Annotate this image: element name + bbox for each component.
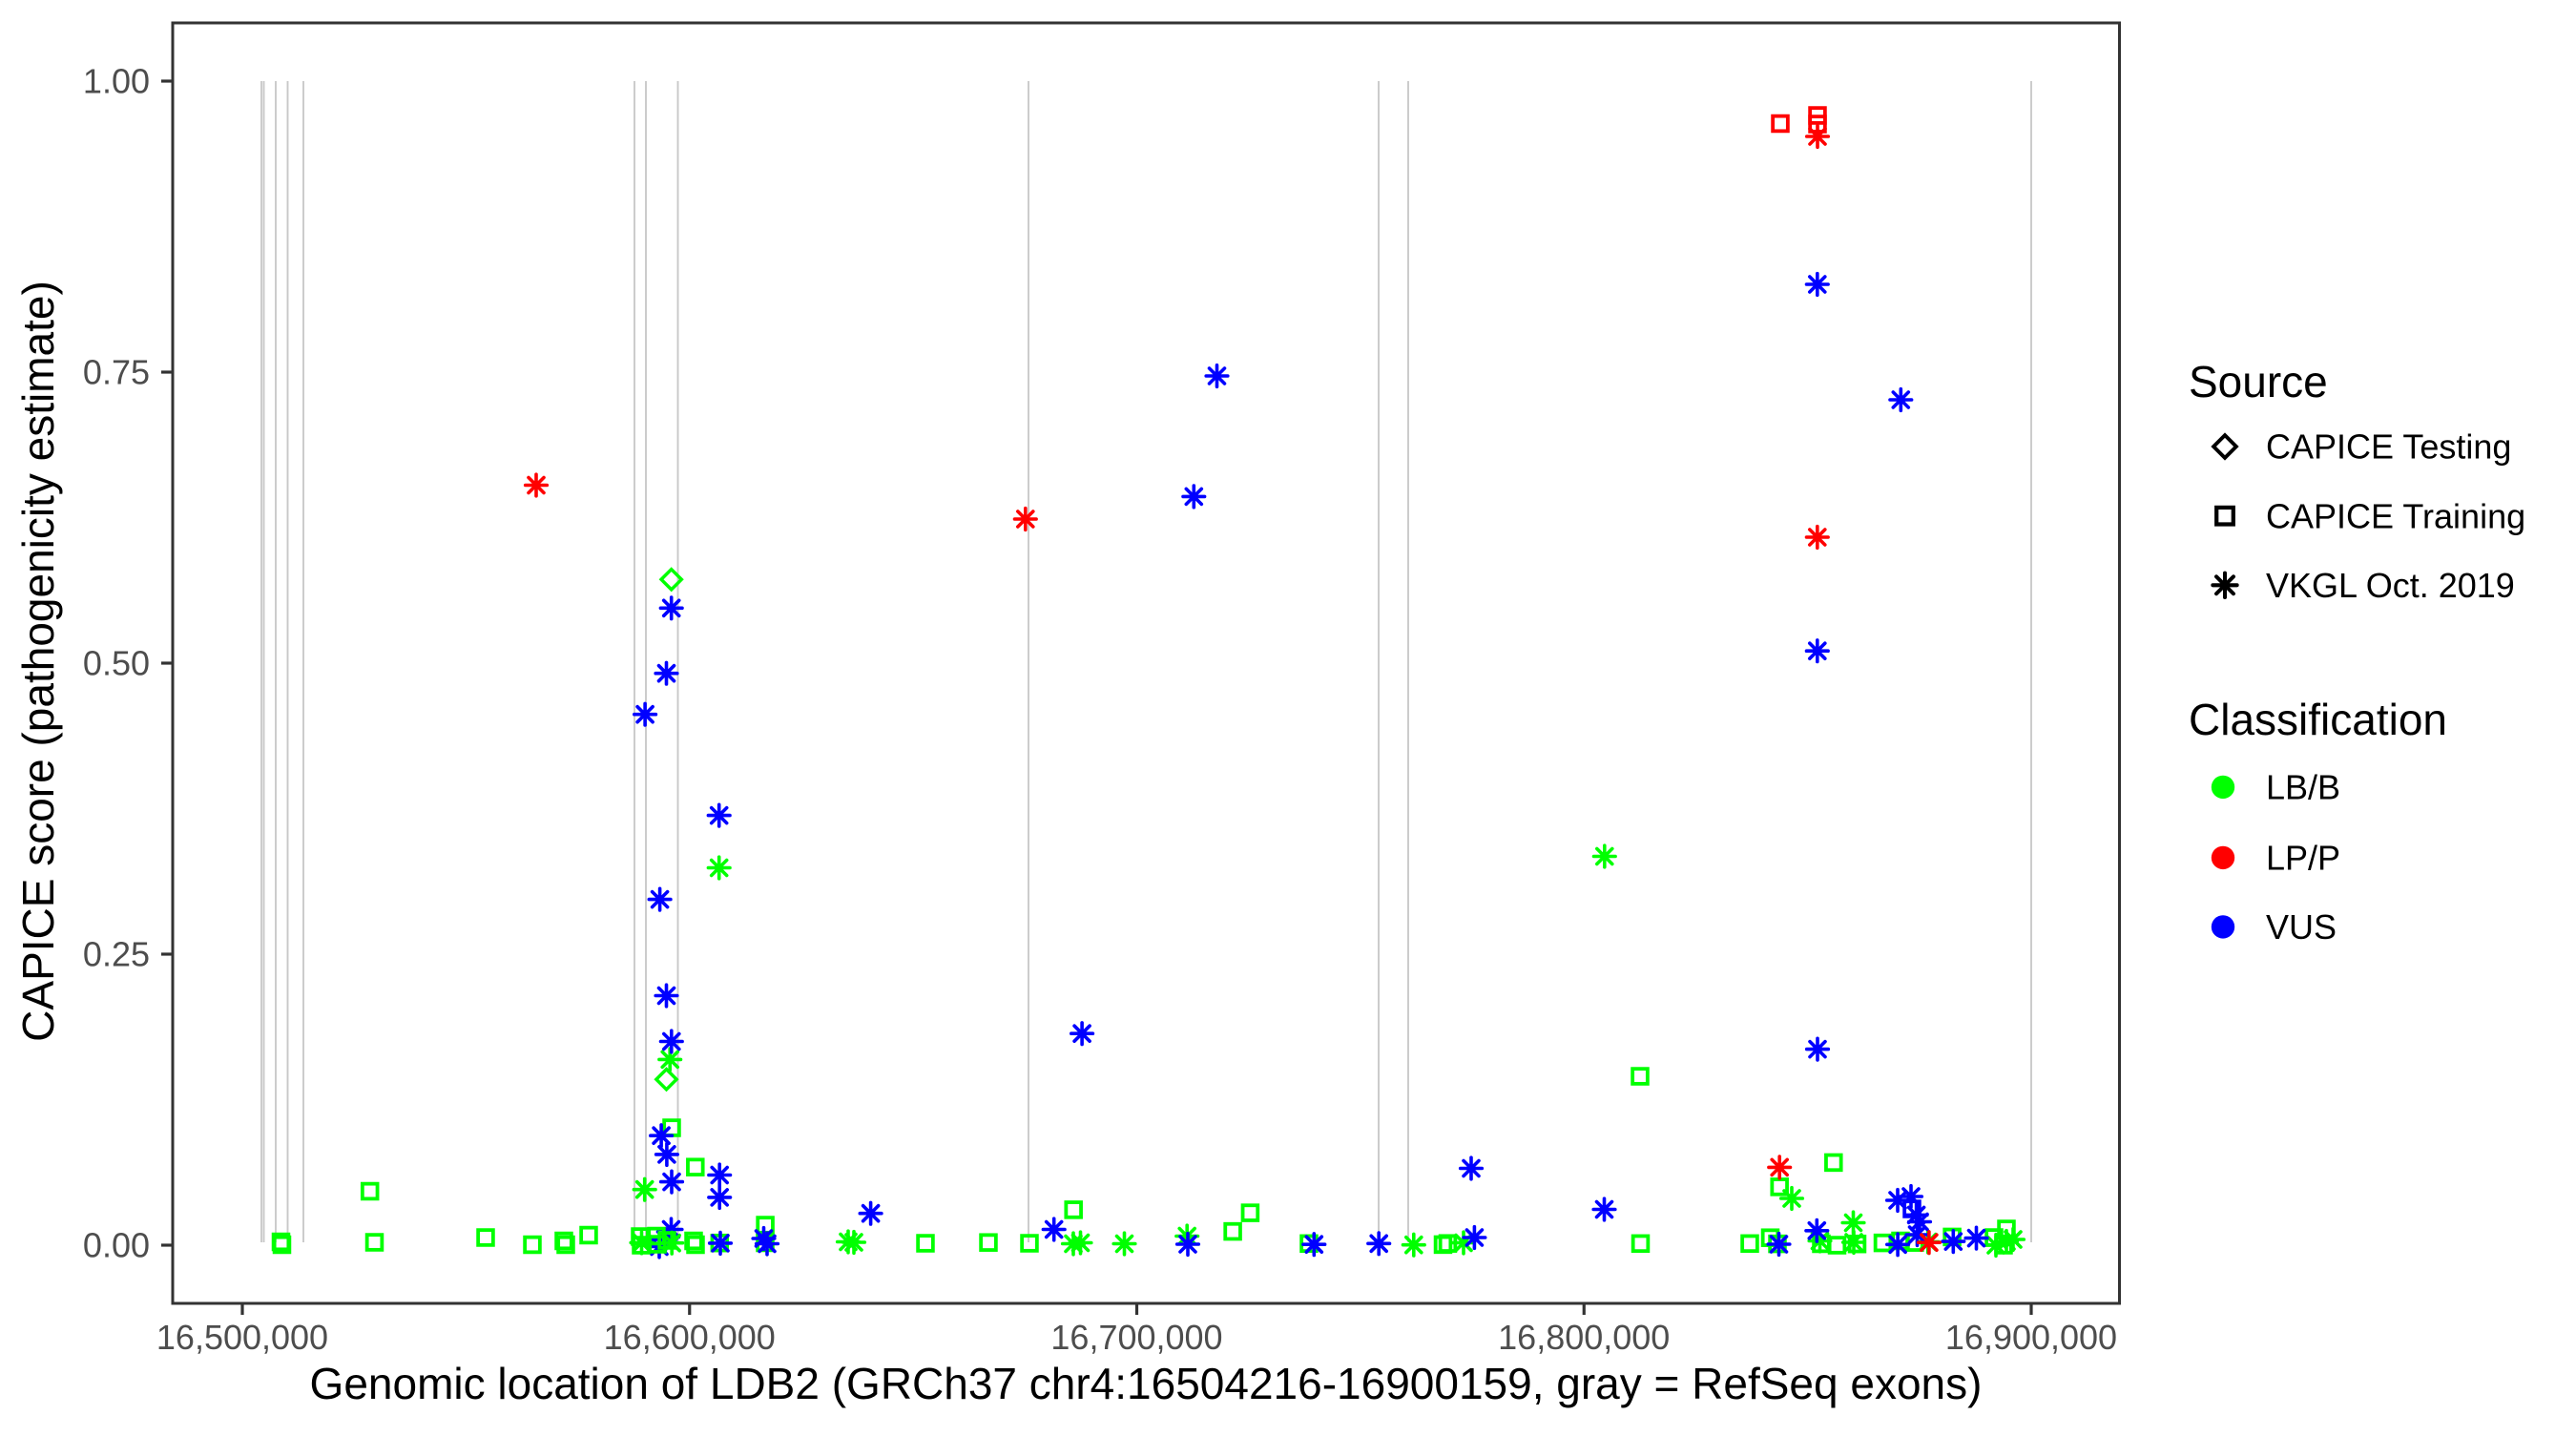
svg-text:16,700,000: 16,700,000 bbox=[1050, 1318, 1222, 1357]
svg-text:16,500,000: 16,500,000 bbox=[156, 1318, 328, 1357]
svg-text:16,900,000: 16,900,000 bbox=[1945, 1318, 2117, 1357]
svg-text:16,800,000: 16,800,000 bbox=[1498, 1318, 1670, 1357]
svg-text:LP/P: LP/P bbox=[2266, 839, 2340, 878]
svg-text:0.25: 0.25 bbox=[83, 935, 150, 974]
svg-text:0.50: 0.50 bbox=[83, 644, 150, 683]
svg-text:Classification: Classification bbox=[2189, 695, 2447, 744]
svg-text:1.00: 1.00 bbox=[83, 62, 150, 101]
svg-text:0.00: 0.00 bbox=[83, 1226, 150, 1265]
svg-text:0.75: 0.75 bbox=[83, 353, 150, 392]
svg-text:CAPICE Training: CAPICE Training bbox=[2266, 496, 2525, 535]
svg-text:LB/B: LB/B bbox=[2266, 768, 2340, 807]
svg-text:Source: Source bbox=[2189, 357, 2328, 406]
svg-text:VUS: VUS bbox=[2266, 907, 2337, 947]
svg-text:CAPICE score (pathogenicity es: CAPICE score (pathogenicity estimate) bbox=[13, 281, 63, 1042]
svg-text:Genomic location of LDB2 (GRCh: Genomic location of LDB2 (GRCh37 chr4:16… bbox=[310, 1359, 1983, 1408]
svg-text:VKGL Oct. 2019: VKGL Oct. 2019 bbox=[2266, 566, 2515, 605]
svg-text:CAPICE Testing: CAPICE Testing bbox=[2266, 427, 2511, 467]
svg-text:16,600,000: 16,600,000 bbox=[604, 1318, 776, 1357]
